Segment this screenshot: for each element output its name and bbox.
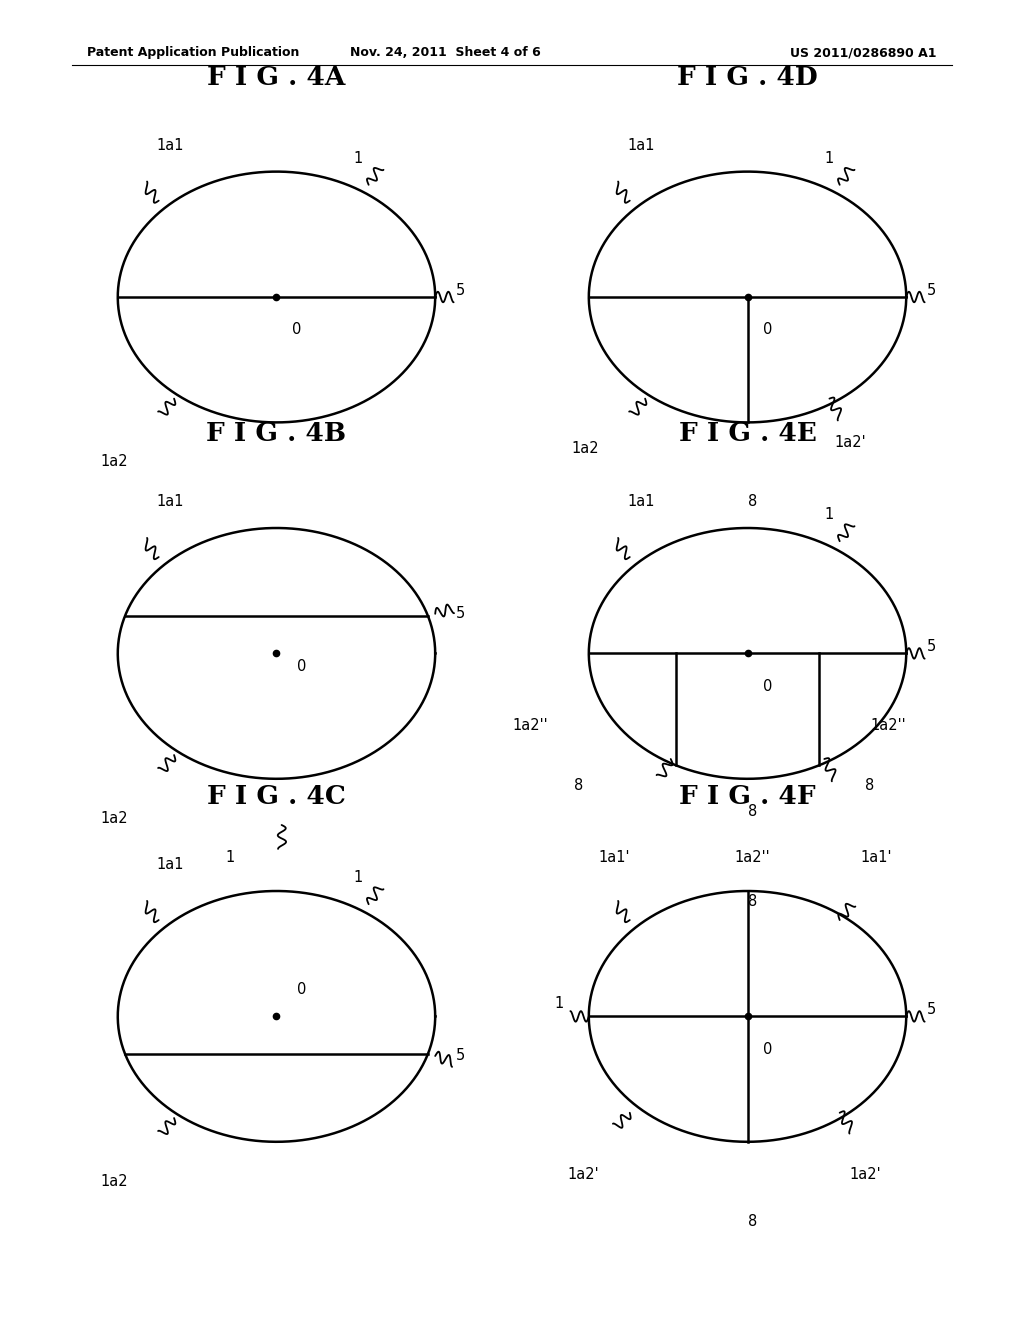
Text: 1a1': 1a1' bbox=[598, 850, 630, 866]
Text: 1a1: 1a1 bbox=[628, 137, 655, 153]
Text: 0: 0 bbox=[763, 1041, 772, 1057]
Text: US 2011/0286890 A1: US 2011/0286890 A1 bbox=[791, 46, 937, 59]
Text: 1: 1 bbox=[353, 150, 362, 166]
Text: 1a2: 1a2 bbox=[100, 1173, 128, 1189]
Text: 1a2': 1a2' bbox=[850, 1167, 882, 1183]
Text: 5: 5 bbox=[927, 282, 936, 298]
Text: 1a2: 1a2 bbox=[100, 454, 128, 470]
Text: 1: 1 bbox=[824, 507, 834, 523]
Text: 0: 0 bbox=[763, 322, 772, 338]
Text: 0: 0 bbox=[297, 659, 306, 675]
Text: 8: 8 bbox=[865, 777, 874, 793]
Text: 0: 0 bbox=[297, 982, 306, 998]
Text: 1a1': 1a1' bbox=[860, 850, 892, 866]
Text: 1: 1 bbox=[554, 995, 563, 1011]
Text: 8: 8 bbox=[574, 777, 584, 793]
Text: Nov. 24, 2011  Sheet 4 of 6: Nov. 24, 2011 Sheet 4 of 6 bbox=[350, 46, 541, 59]
Text: 1a2'': 1a2'' bbox=[735, 850, 770, 866]
Text: 1a2'': 1a2'' bbox=[512, 718, 548, 734]
Text: 1a1: 1a1 bbox=[157, 857, 184, 873]
Text: 8: 8 bbox=[748, 494, 758, 510]
Text: F I G . 4D: F I G . 4D bbox=[677, 65, 818, 90]
Text: Patent Application Publication: Patent Application Publication bbox=[87, 46, 299, 59]
Text: 1a1: 1a1 bbox=[157, 494, 184, 510]
Text: F I G . 4A: F I G . 4A bbox=[207, 65, 346, 90]
Text: 1a2': 1a2' bbox=[567, 1167, 599, 1183]
Text: 5: 5 bbox=[927, 1002, 936, 1018]
Text: 5: 5 bbox=[927, 639, 936, 655]
Text: F I G . 4B: F I G . 4B bbox=[207, 421, 346, 446]
Text: 1a1: 1a1 bbox=[157, 137, 184, 153]
Text: 1: 1 bbox=[225, 850, 234, 866]
Text: 1a2: 1a2 bbox=[571, 441, 599, 457]
Text: 1: 1 bbox=[353, 870, 362, 886]
Text: 1: 1 bbox=[824, 150, 834, 166]
Text: 1a2': 1a2' bbox=[835, 434, 866, 450]
Text: F I G . 4C: F I G . 4C bbox=[207, 784, 346, 809]
Text: 0: 0 bbox=[763, 678, 772, 694]
Text: 1a2: 1a2 bbox=[100, 810, 128, 826]
Text: 0: 0 bbox=[292, 322, 301, 338]
Text: F I G . 4F: F I G . 4F bbox=[679, 784, 816, 809]
Text: 1a1: 1a1 bbox=[628, 494, 655, 510]
Text: 5: 5 bbox=[456, 606, 465, 622]
Text: 5: 5 bbox=[456, 282, 465, 298]
Text: 8: 8 bbox=[748, 1213, 758, 1229]
Text: 8: 8 bbox=[748, 804, 758, 820]
Text: F I G . 4E: F I G . 4E bbox=[679, 421, 816, 446]
Text: 8: 8 bbox=[748, 894, 758, 909]
Text: 1a2'': 1a2'' bbox=[870, 718, 906, 734]
Text: 5: 5 bbox=[456, 1048, 465, 1064]
